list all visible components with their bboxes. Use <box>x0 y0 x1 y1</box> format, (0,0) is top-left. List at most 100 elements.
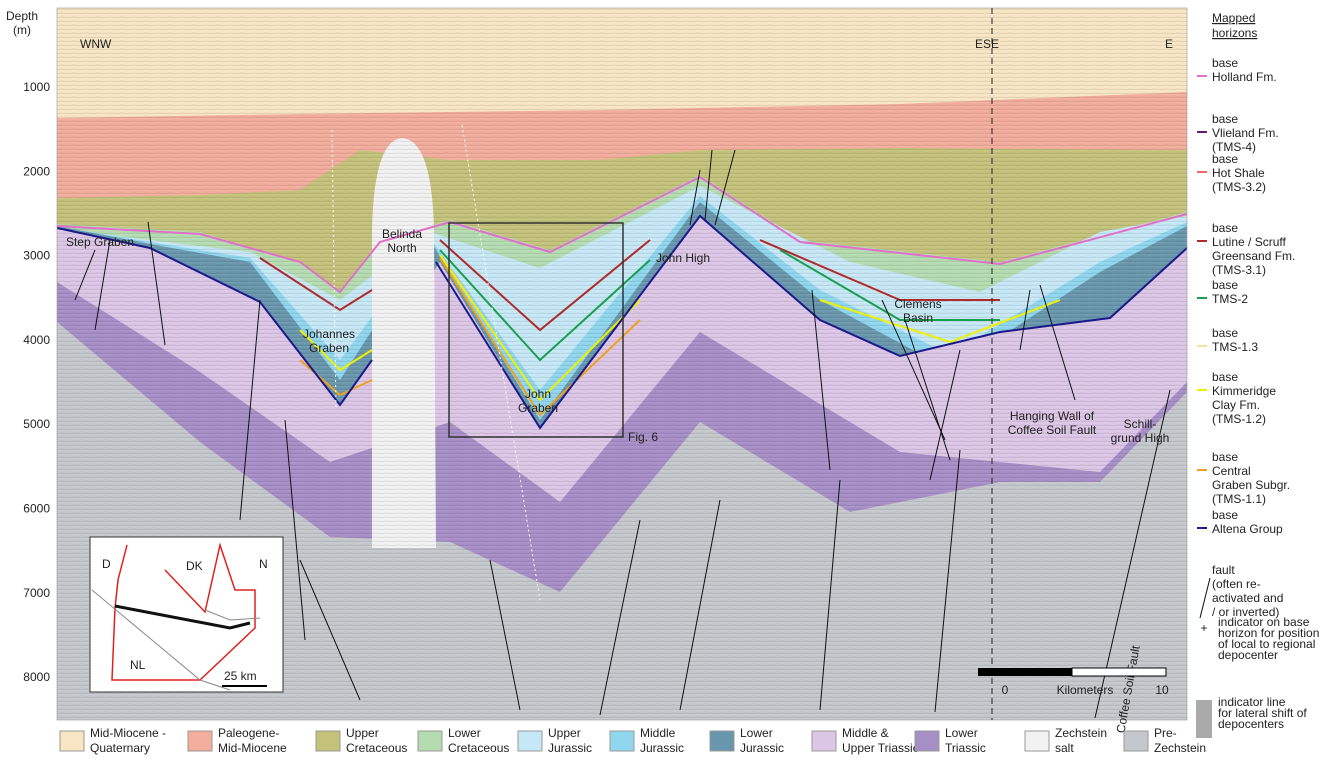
section-label-line: North <box>387 241 416 255</box>
depth-tick: 7000 <box>23 586 50 600</box>
scale-bar <box>1072 668 1166 676</box>
legend-label-line: TMS-2 <box>1212 292 1248 306</box>
unit-label-line: Triassic <box>945 741 986 755</box>
unit-label-line: Zechstein <box>1055 726 1107 740</box>
legend-label-line: (often re- <box>1212 577 1261 591</box>
legend-label-line: TMS-1.3 <box>1212 340 1258 354</box>
section-label-line: John High <box>656 251 710 265</box>
scale-bar <box>978 668 1072 676</box>
section-label-line: Step Graben <box>66 235 134 249</box>
unit-label: UpperJurassic <box>548 726 592 755</box>
section-label-line: Schill- <box>1124 417 1157 431</box>
unit-label-line: Lower <box>740 726 773 740</box>
section-label-line: WNW <box>80 37 112 51</box>
depth-tick: 5000 <box>23 417 50 431</box>
legend-label: baseTMS-2 <box>1212 278 1248 306</box>
legend-label-line: base <box>1212 326 1238 340</box>
unit-swatch <box>188 731 212 751</box>
legend-label-line: Graben Subgr. <box>1212 478 1290 492</box>
unit-label-line: Middle <box>640 726 676 740</box>
unit-label-line: Jurassic <box>740 741 784 755</box>
section-label-line: Graben <box>518 401 558 415</box>
unit-label-line: Zechstein <box>1154 741 1206 755</box>
scale-label: 0 <box>1002 683 1009 697</box>
section-label-line: Graben <box>309 341 349 355</box>
legend-label-line: Lutine / Scruff <box>1212 235 1286 249</box>
scale-label: Kilometers <box>1057 683 1114 697</box>
legend-label: baseCentralGraben Subgr.(TMS-1.1) <box>1212 450 1290 506</box>
section-label: Step Graben <box>66 235 134 249</box>
depth-tick: 4000 <box>23 333 50 347</box>
legend-label: baseLutine / ScruffGreensand Fm.(TMS-3.1… <box>1212 221 1295 277</box>
inset-label: D <box>102 557 111 571</box>
unit-label-line: Paleogene- <box>218 726 279 740</box>
unit-label-line: Upper <box>346 726 379 740</box>
unit-label-line: Cretaceous <box>346 741 407 755</box>
depth-tick: 2000 <box>23 164 50 178</box>
legend-title-line: Mapped <box>1212 11 1255 25</box>
legend-label-line: Central <box>1212 464 1251 478</box>
section-label-line: Fig. 6 <box>628 430 658 444</box>
unit-label-line: Pre- <box>1154 726 1177 740</box>
unit-label: Mid-Miocene -Quaternary <box>90 726 166 755</box>
unit-label-line: Jurassic <box>548 741 592 755</box>
unit-label-line: Upper <box>548 726 581 740</box>
legend-label-line: base <box>1212 278 1238 292</box>
unit-swatch <box>1025 731 1049 751</box>
legend-label-line: base <box>1212 152 1238 166</box>
legend-label-line: base <box>1212 56 1238 70</box>
figure: Depth(m)10002000300040005000600070008000… <box>0 0 1344 762</box>
legend-label-line: Greensand Fm. <box>1212 249 1295 263</box>
unit-label: MiddleJurassic <box>640 726 684 755</box>
inset-label: N <box>259 557 268 571</box>
legend-label-line: (TMS-1.2) <box>1212 412 1266 426</box>
section-label: E <box>1165 37 1173 51</box>
section-label-line: Belinda <box>382 227 422 241</box>
depth-tick: 8000 <box>23 670 50 684</box>
legend-label-line: (TMS-3.1) <box>1212 263 1266 277</box>
section-label-line: ESE <box>975 37 999 51</box>
unit-label-line: Mid-Miocene - <box>90 726 166 740</box>
section-label-line: E <box>1165 37 1173 51</box>
legend-fault <box>1200 578 1210 618</box>
legend-label-line: Kimmeridge <box>1212 384 1276 398</box>
depth-tick: 6000 <box>23 502 50 516</box>
section-label-line: Basin <box>903 311 933 325</box>
legend-label-line: Vlieland Fm. <box>1212 126 1279 140</box>
legend-label: baseVlieland Fm.(TMS-4) <box>1212 112 1279 154</box>
depth-label-line: (m) <box>13 23 31 37</box>
section-label: ESE <box>975 37 999 51</box>
unit-label-line: Cretaceous <box>448 741 509 755</box>
legend-label: baseTMS-1.3 <box>1212 326 1258 354</box>
unit-label-line: salt <box>1055 741 1074 755</box>
unit-label-line: Lower <box>945 726 978 740</box>
unit-swatch <box>518 731 542 751</box>
inset-scale-label: 25 km <box>224 669 257 683</box>
unit-label-line: Mid-Miocene <box>218 741 287 755</box>
unit-swatch <box>418 731 442 751</box>
legend-label-line: base <box>1212 370 1238 384</box>
unit-label-line: Upper Triassic <box>842 741 919 755</box>
unit-label-line: Middle & <box>842 726 889 740</box>
section-label: WNW <box>80 37 112 51</box>
legend-cross: + <box>1200 621 1207 635</box>
legend-label-line: (TMS-3.2) <box>1212 180 1266 194</box>
legend-label-line: Altena Group <box>1212 522 1283 536</box>
section-label-line: John <box>525 387 551 401</box>
unit-label: Paleogene-Mid-Miocene <box>218 726 287 755</box>
legend-indicator <box>1196 700 1212 738</box>
legend-label: baseHot Shale(TMS-3.2) <box>1212 152 1266 194</box>
legend-label-line: base <box>1212 450 1238 464</box>
legend-label-line: activated and <box>1212 591 1283 605</box>
unit-swatch <box>60 731 84 751</box>
unit-swatch <box>1124 731 1148 751</box>
depth-tick: 1000 <box>23 80 50 94</box>
